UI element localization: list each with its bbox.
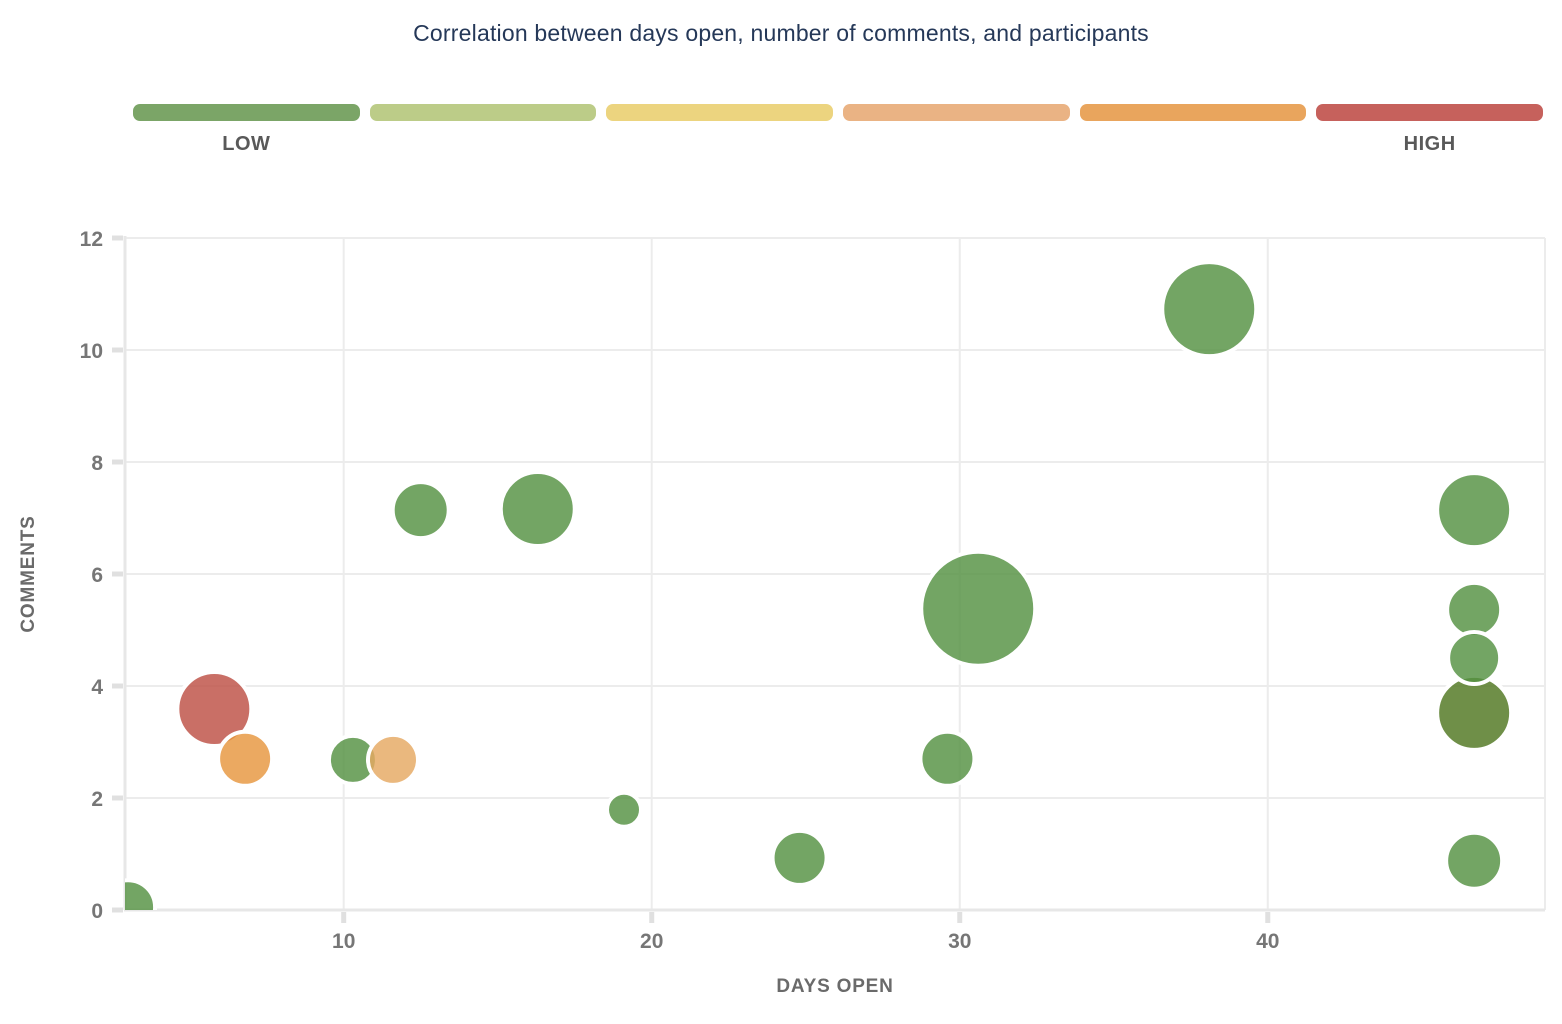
bubble-point-13[interactable] xyxy=(1435,471,1514,550)
y-axis-title: COMMENTS xyxy=(18,515,39,632)
bubble-point-14[interactable] xyxy=(1445,580,1504,639)
y-tick-label-8: 8 xyxy=(91,452,103,475)
bubble-point-6[interactable] xyxy=(390,480,451,541)
legend-color-bar-3[interactable] xyxy=(606,104,833,121)
bubble-point-9[interactable] xyxy=(770,828,829,887)
legend-color-bar-2[interactable] xyxy=(369,104,597,121)
y-tick-label-4: 4 xyxy=(91,676,103,699)
bubble-point-5[interactable] xyxy=(365,732,420,787)
y-tick-label-10: 10 xyxy=(80,340,103,363)
bubble-point-16[interactable] xyxy=(1446,630,1503,686)
legend-low-label: LOW xyxy=(222,133,271,155)
participants-color-legend: LOW HIGH xyxy=(133,104,1543,156)
legend-high-label: HIGH xyxy=(1403,133,1456,155)
bubble-point-11[interactable] xyxy=(919,549,1038,668)
bubble-point-17[interactable] xyxy=(1444,830,1505,891)
bubble-point-8[interactable] xyxy=(605,790,644,829)
x-tick-label-30: 30 xyxy=(948,930,971,953)
y-tick-label-0: 0 xyxy=(91,900,103,923)
bubble-point-2[interactable] xyxy=(175,669,254,748)
x-tick-label-10: 10 xyxy=(332,930,355,953)
x-tick-label-40: 40 xyxy=(1256,930,1279,953)
y-tick-label-2: 2 xyxy=(91,788,103,811)
legend-color-bar-5[interactable] xyxy=(1079,104,1307,121)
legend-color-bar-6[interactable] xyxy=(1316,104,1543,121)
x-tick-label-20: 20 xyxy=(640,930,663,953)
x-axis-title: DAYS OPEN xyxy=(776,976,893,997)
bubble-point-7[interactable] xyxy=(498,470,577,549)
bubbles-layer xyxy=(101,260,1514,934)
legend-color-bar-4[interactable] xyxy=(843,104,1070,121)
y-tick-label-6: 6 xyxy=(91,564,103,587)
bubble-point-15[interactable] xyxy=(1435,673,1514,752)
chart-title: Correlation between days open, number of… xyxy=(413,20,1149,46)
y-tick-label-12: 12 xyxy=(80,228,103,251)
bubble-point-10[interactable] xyxy=(918,729,977,788)
bubble-point-3[interactable] xyxy=(216,729,275,788)
legend-color-bar-1[interactable] xyxy=(133,104,360,121)
bubble-point-12[interactable] xyxy=(1160,260,1259,359)
bubble-point-1[interactable] xyxy=(101,878,158,934)
